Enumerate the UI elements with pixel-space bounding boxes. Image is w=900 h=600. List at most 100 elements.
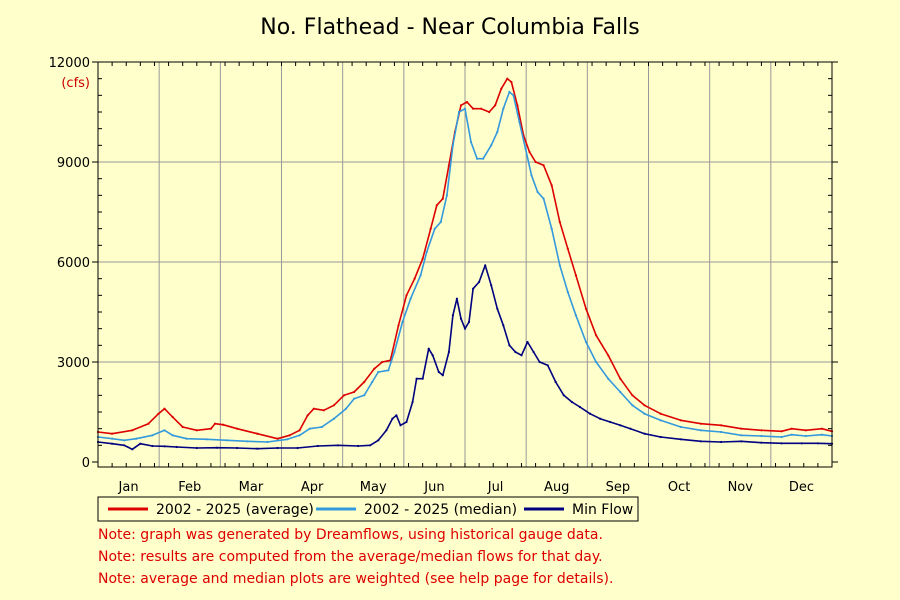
data-point <box>472 107 475 110</box>
data-point <box>740 427 743 430</box>
data-point <box>373 367 376 370</box>
data-point <box>629 427 632 430</box>
data-point <box>467 320 471 324</box>
data-point <box>496 307 499 310</box>
data-point <box>510 80 513 84</box>
data-point <box>381 360 384 364</box>
data-point <box>607 377 610 380</box>
data-point <box>441 197 444 200</box>
data-point <box>151 444 154 448</box>
data-point <box>353 390 356 394</box>
data-point <box>429 227 432 230</box>
data-point <box>558 220 561 224</box>
data-point <box>643 404 646 407</box>
data-point <box>409 297 412 300</box>
data-point <box>421 257 424 260</box>
data-point <box>163 407 166 410</box>
data-point <box>397 324 400 327</box>
data-point <box>435 204 438 207</box>
data-point <box>147 422 150 425</box>
data-point <box>508 90 511 94</box>
x-axis-labels: Jan Feb Mar Apr May Jun Jul Aug Sep Oct Nov Dec <box>118 480 814 495</box>
data-point <box>451 144 454 147</box>
data-point <box>800 442 803 445</box>
data-point <box>457 110 461 114</box>
legend-label: Min Flow <box>572 502 633 518</box>
data-point <box>631 394 634 397</box>
data-point <box>679 419 682 422</box>
data-point <box>316 444 319 448</box>
data-point <box>643 432 646 435</box>
data-point <box>377 370 380 374</box>
data-point <box>659 412 662 415</box>
data-point <box>393 350 396 354</box>
y-tick-label: 6000 <box>57 256 90 271</box>
data-point <box>276 446 279 450</box>
data-point <box>469 140 473 144</box>
data-point <box>391 417 394 420</box>
notes-block: Note: graph was generated by Dreamflows,… <box>98 524 613 590</box>
y-tick-label: 9000 <box>57 156 90 171</box>
data-point <box>151 434 154 437</box>
axis-ticks <box>92 61 838 467</box>
data-point <box>595 360 598 364</box>
x-tick-label: Jul <box>487 480 504 495</box>
y-tick-label: 3000 <box>57 356 90 371</box>
data-point <box>490 284 493 287</box>
data-point <box>496 130 499 134</box>
data-point <box>526 340 529 344</box>
data-point <box>296 446 299 450</box>
data-point <box>421 377 424 380</box>
data-point <box>679 425 682 429</box>
x-tick-label: Nov <box>728 480 754 495</box>
y-unit-label: (cfs) <box>61 76 90 91</box>
x-tick-label: Apr <box>301 480 324 495</box>
data-point <box>720 440 723 444</box>
data-point <box>357 444 360 448</box>
data-point <box>171 415 174 419</box>
data-point <box>425 250 428 254</box>
data-point <box>205 438 208 441</box>
legend-label: 2002 - 2025 (average) <box>156 502 314 518</box>
data-point <box>488 110 491 114</box>
series-line-1 <box>97 91 833 443</box>
data-point <box>276 437 279 440</box>
data-point <box>308 427 311 430</box>
series-lines <box>96 77 834 451</box>
data-point <box>226 439 229 442</box>
data-point <box>518 120 521 124</box>
data-point <box>139 442 142 445</box>
x-tick-label: Jan <box>118 480 139 495</box>
data-point <box>558 264 561 267</box>
data-point <box>480 107 483 110</box>
data-point <box>760 429 763 432</box>
data-point <box>550 184 553 187</box>
data-point <box>451 314 454 317</box>
data-point <box>195 446 198 450</box>
data-point <box>528 150 531 154</box>
data-point <box>643 412 646 415</box>
data-point <box>157 412 160 415</box>
data-point <box>342 394 346 397</box>
data-point <box>679 438 682 441</box>
data-point <box>163 445 166 448</box>
data-point <box>463 327 467 330</box>
data-point <box>699 422 703 425</box>
data-point <box>433 227 436 230</box>
data-point <box>256 447 259 450</box>
data-point <box>131 429 134 432</box>
data-point <box>780 442 783 445</box>
data-point <box>482 157 485 160</box>
data-point <box>266 440 269 444</box>
data-point <box>336 444 340 447</box>
y-axis-labels: 0 3000 6000 9000 12000 <box>49 56 90 471</box>
data-point <box>760 434 763 438</box>
data-point <box>441 374 444 377</box>
data-point <box>780 435 783 439</box>
data-point <box>369 444 372 447</box>
data-point <box>286 438 289 441</box>
data-point <box>720 424 723 427</box>
data-point <box>584 340 588 344</box>
data-point <box>463 107 467 110</box>
